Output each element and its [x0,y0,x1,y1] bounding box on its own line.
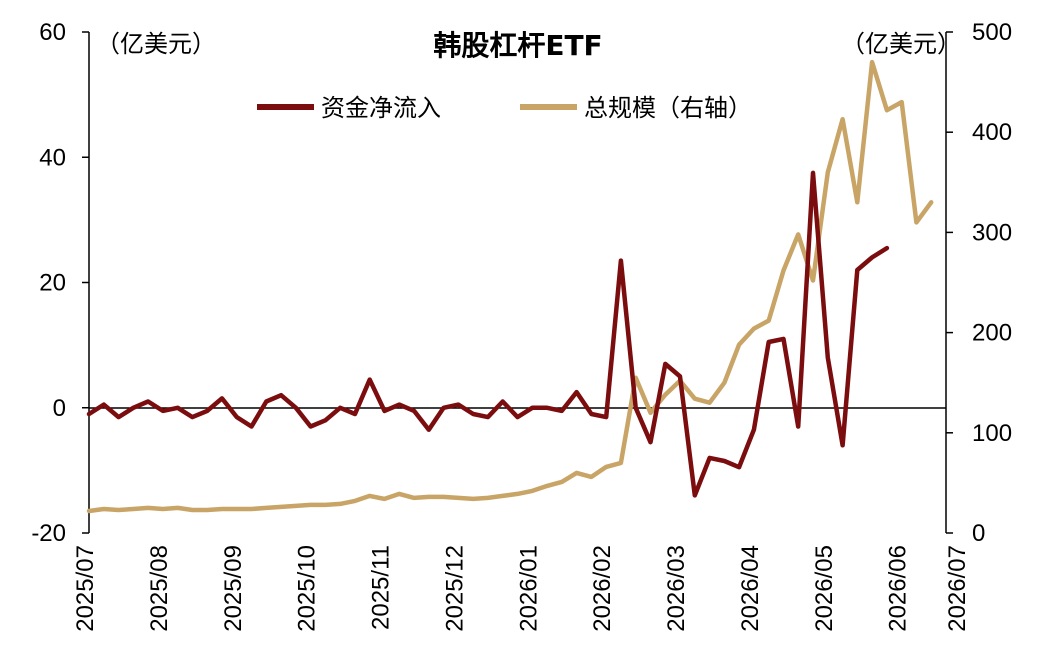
x-tick-label: 2025/08 [146,545,173,632]
right-tick-label: 500 [972,19,1012,46]
left-tick-label: 20 [39,270,66,297]
series-line-total-size [86,59,934,514]
right-tick-label: 400 [972,119,1012,146]
left-axis-ticks: 60 40 20 0 -20 [31,19,89,547]
x-tick-label: 2026/05 [811,545,838,632]
left-tick-label: 0 [53,395,66,422]
x-tick-label: 2026/01 [515,545,542,632]
x-axis-ticks: 2025/07 2025/08 2025/09 2025/10 2025/11 2025/… [72,545,971,632]
legend: 资金净流入 总规模（右轴） [257,94,752,122]
axes [88,32,947,533]
left-unit-label: （亿美元） [96,30,216,58]
chart-title: 韩股杠杆ETF [433,29,602,62]
right-tick-label: 0 [972,520,985,547]
left-tick-label: -20 [31,520,66,547]
right-axis-ticks: 500 400 300 200 100 0 [946,19,1012,547]
x-tick-label: 2026/03 [663,545,690,632]
left-tick-label: 60 [39,19,66,46]
right-unit-label: （亿美元） [841,30,961,58]
x-tick-label: 2025/10 [294,545,321,632]
right-tick-label: 200 [972,320,1012,347]
x-tick-label: 2025/12 [441,545,468,632]
series-line-net-inflow [86,170,890,498]
series-layer [86,59,934,514]
x-tick-label: 2026/04 [737,545,764,632]
left-tick-label: 40 [39,144,66,171]
legend-label-total-size: 总规模（右轴） [584,94,752,122]
x-tick-label: 2025/09 [220,545,247,632]
x-tick-label: 2026/06 [885,545,912,632]
x-tick-label: 2025/11 [368,545,395,630]
x-tick-label: 2026/07 [944,545,971,632]
x-tick-label: 2026/02 [589,545,616,632]
right-tick-label: 300 [972,219,1012,246]
legend-label-net-inflow: 资金净流入 [321,94,441,122]
x-tick-label: 2025/07 [72,545,99,632]
right-tick-label: 100 [972,420,1012,447]
